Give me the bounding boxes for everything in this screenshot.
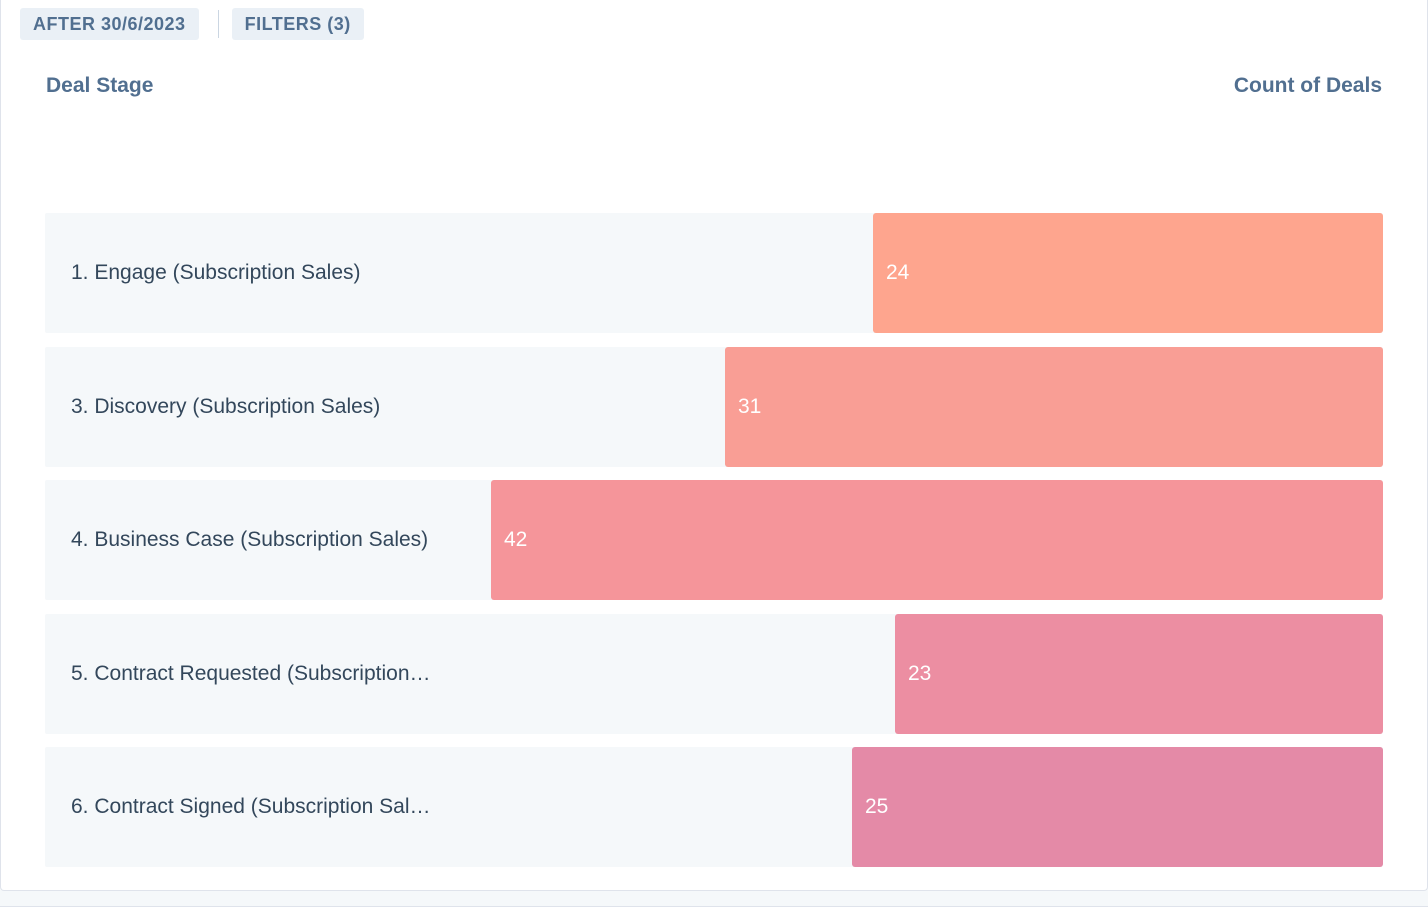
funnel-row[interactable]: 1. Engage (Subscription Sales) 24	[45, 213, 1383, 333]
funnel-row[interactable]: 6. Contract Signed (Subscription Sal… 25	[45, 747, 1383, 867]
bar-value-label: 25	[865, 795, 889, 818]
funnel-row[interactable]: 3. Discovery (Subscription Sales) 31	[45, 346, 1383, 467]
bar-value-label: 24	[886, 261, 910, 284]
funnel-bar[interactable]: 24	[873, 213, 1383, 333]
bar-value-label: 23	[908, 661, 932, 685]
funnel-bar[interactable]: 23	[895, 613, 1383, 734]
filter-bar: AFTER 30/6/2023 FILTERS (3)	[20, 8, 364, 40]
funnel-bar[interactable]: 42	[491, 480, 1383, 600]
bar-value-label: 42	[504, 528, 528, 551]
filters-pill[interactable]: FILTERS (3)	[231, 8, 364, 40]
funnel-bar[interactable]: 31	[725, 346, 1383, 467]
date-filter-pill[interactable]: AFTER 30/6/2023	[20, 8, 199, 40]
stage-label: 5. Contract Requested (Subscription…	[71, 661, 431, 685]
funnel-row[interactable]: 5. Contract Requested (Subscription… 23	[45, 613, 1383, 734]
funnel-row[interactable]: 4. Business Case (Subscription Sales) 42	[45, 480, 1383, 600]
funnel-chart: 1. Engage (Subscription Sales) 24 3. Disco…	[45, 213, 1383, 881]
count-of-deals-header: Count of Deals	[1233, 74, 1382, 97]
stage-label: 3. Discovery (Subscription Sales)	[71, 394, 381, 418]
bar-value-label: 31	[738, 394, 762, 418]
deal-stage-header: Deal Stage	[46, 74, 154, 97]
stage-label: 4. Business Case (Subscription Sales)	[71, 528, 429, 551]
stage-label: 6. Contract Signed (Subscription Sal…	[71, 795, 431, 818]
filter-divider	[217, 10, 219, 38]
stage-label: 1. Engage (Subscription Sales)	[71, 261, 361, 284]
report-card: AFTER 30/6/2023 FILTERS (3) Deal Stage C…	[0, 0, 1428, 891]
bottom-divider	[0, 906, 1428, 914]
funnel-bar[interactable]: 25	[852, 747, 1383, 867]
